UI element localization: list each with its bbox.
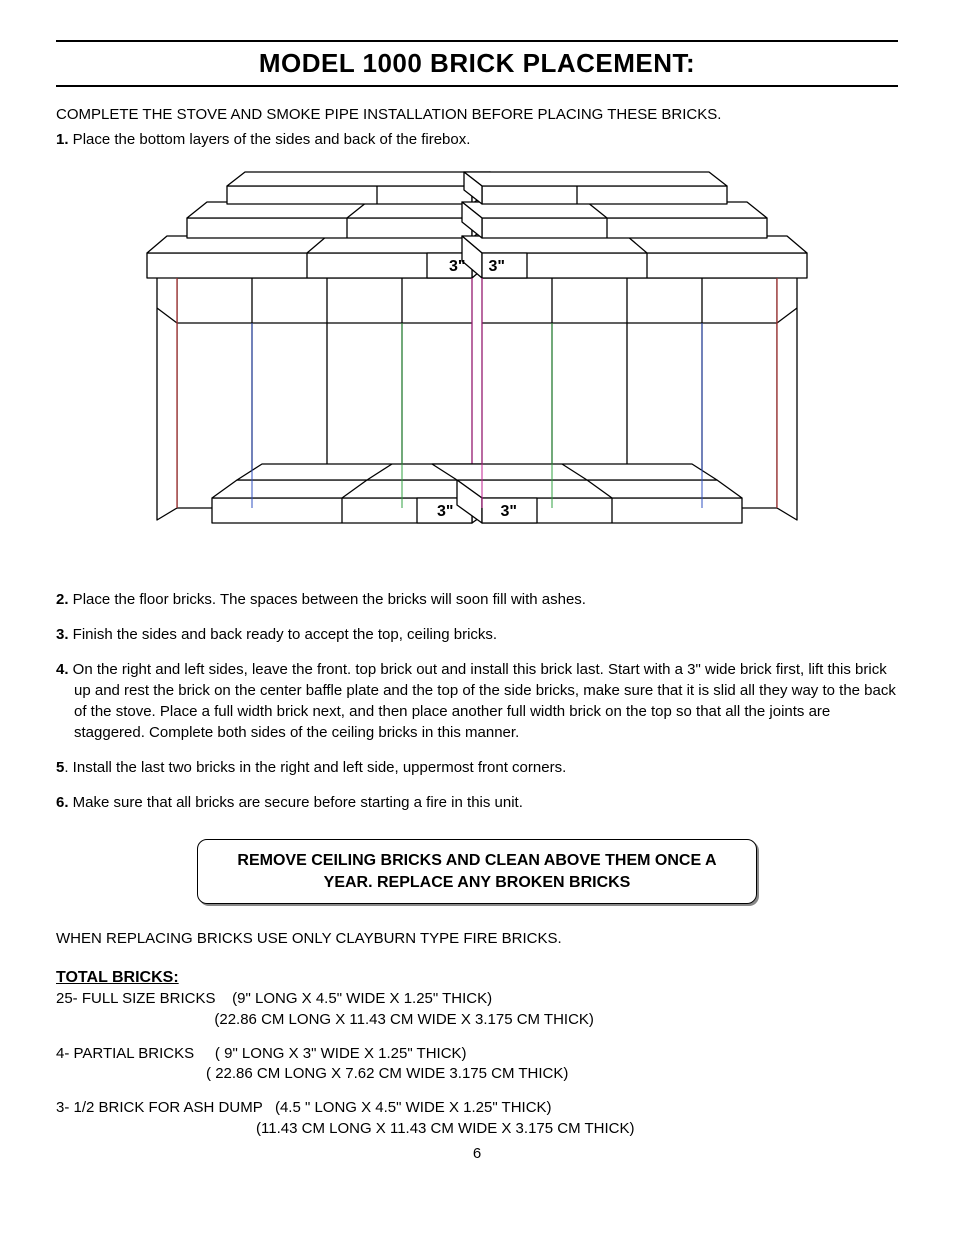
step-4-text: On the right and left sides, leave the f… <box>69 661 896 741</box>
step-3-text: Finish the sides and back ready to accep… <box>69 626 498 643</box>
step-2-num: 2. <box>56 591 69 608</box>
intro-text: COMPLETE THE STOVE AND SMOKE PIPE INSTAL… <box>56 105 898 125</box>
step-5: 5. Install the last two bricks in the ri… <box>56 757 898 778</box>
brick-diagram: 3" 3" 3" 3" <box>56 158 898 573</box>
page-number: 6 <box>56 1145 898 1162</box>
step-4-num: 4. <box>56 661 69 678</box>
step-1-text: Place the bottom layers of the sides and… <box>69 131 471 148</box>
dim-label-bottom-left: 3" <box>437 503 453 520</box>
partial-bricks: 4- PARTIAL BRICKS ( 9" LONG X 3" WIDE X … <box>56 1044 898 1085</box>
rule-bottom <box>56 85 898 87</box>
partial-bricks-line1: 4- PARTIAL BRICKS ( 9" LONG X 3" WIDE X … <box>56 1044 898 1064</box>
partial-bricks-line2: ( 22.86 CM LONG X 7.62 CM WIDE 3.175 CM … <box>56 1064 898 1084</box>
half-bricks-line2: (11.43 CM LONG X 11.43 CM WIDE X 3.175 C… <box>56 1119 898 1139</box>
dim-label-top-left: 3" <box>449 258 465 275</box>
page: MODEL 1000 BRICK PLACEMENT: COMPLETE THE… <box>0 0 954 1192</box>
full-bricks-line1: 25- FULL SIZE BRICKS (9" LONG X 4.5" WID… <box>56 989 898 1009</box>
step-6-text: Make sure that all bricks are secure bef… <box>69 794 523 811</box>
maintenance-callout: REMOVE CEILING BRICKS AND CLEAN ABOVE TH… <box>197 839 757 904</box>
step-6-num: 6. <box>56 794 69 811</box>
step-5-text: . Install the last two bricks in the rig… <box>64 759 566 776</box>
half-bricks-line1: 3- 1/2 BRICK FOR ASH DUMP (4.5 " LONG X … <box>56 1098 898 1118</box>
step-2: 2. Place the floor bricks. The spaces be… <box>56 589 898 610</box>
half-bricks: 3- 1/2 BRICK FOR ASH DUMP (4.5 " LONG X … <box>56 1098 898 1139</box>
step-3-num: 3. <box>56 626 69 643</box>
step-1: 1. Place the bottom layers of the sides … <box>56 129 898 150</box>
replacement-note: WHEN REPLACING BRICKS USE ONLY CLAYBURN … <box>56 930 898 947</box>
page-title: MODEL 1000 BRICK PLACEMENT: <box>56 48 898 79</box>
step-2-text: Place the floor bricks. The spaces betwe… <box>69 591 586 608</box>
full-bricks-line2: (22.86 CM LONG X 11.43 CM WIDE X 3.175 C… <box>56 1010 898 1030</box>
dim-label-bottom-right: 3" <box>501 503 517 520</box>
step-3: 3. Finish the sides and back ready to ac… <box>56 624 898 645</box>
step-4: 4. On the right and left sides, leave th… <box>56 659 898 743</box>
dim-label-top-right: 3" <box>489 258 505 275</box>
rule-top <box>56 40 898 42</box>
step-6: 6. Make sure that all bricks are secure … <box>56 792 898 813</box>
diagram-svg: 3" 3" 3" 3" <box>117 158 837 568</box>
full-size-bricks: 25- FULL SIZE BRICKS (9" LONG X 4.5" WID… <box>56 989 898 1030</box>
total-bricks-heading: TOTAL BRICKS: <box>56 969 898 987</box>
step-1-num: 1. <box>56 131 69 148</box>
